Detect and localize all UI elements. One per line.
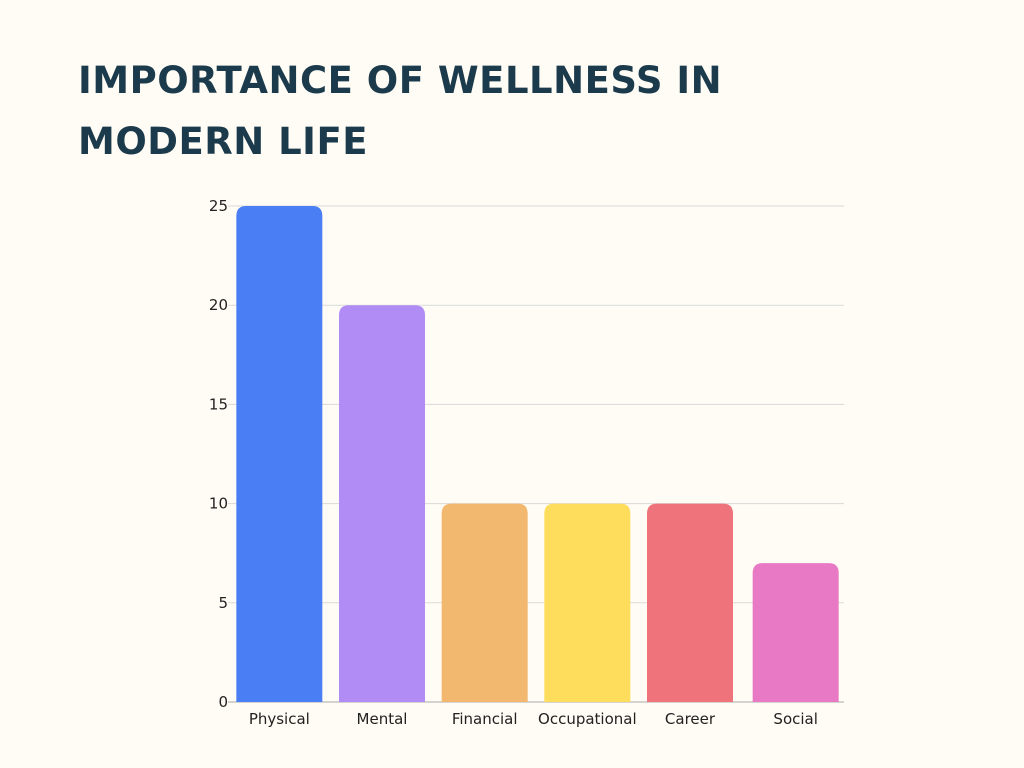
bar-occupational	[544, 503, 631, 702]
bar-physical	[236, 206, 323, 702]
y-tick-label: 10	[209, 495, 228, 513]
x-tick-label: Occupational	[538, 710, 637, 728]
y-tick-label: 15	[209, 395, 228, 413]
x-tick-label: Social	[773, 710, 817, 728]
x-tick-label: Physical	[249, 710, 310, 728]
x-tick-label: Career	[665, 710, 716, 728]
bar-career	[647, 503, 733, 702]
bar-financial	[441, 503, 528, 702]
bar-social	[752, 563, 839, 702]
x-tick-label: Financial	[452, 710, 518, 728]
y-tick-label: 5	[218, 594, 228, 612]
chart-title: IMPORTANCE OF WELLNESS IN MODERN LIFE	[78, 59, 723, 163]
x-tick-label: Mental	[357, 710, 408, 728]
y-tick-label: 20	[209, 296, 228, 314]
y-tick-label: 0	[218, 693, 228, 711]
bar-mental	[339, 305, 425, 702]
y-tick-label: 25	[209, 197, 228, 215]
